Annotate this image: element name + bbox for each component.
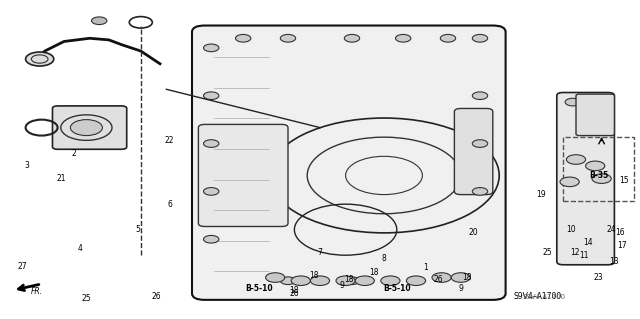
Text: 25: 25 xyxy=(81,294,92,303)
Text: 27: 27 xyxy=(17,262,28,271)
Text: 21: 21 xyxy=(56,174,65,183)
FancyBboxPatch shape xyxy=(192,26,506,300)
Circle shape xyxy=(472,92,488,100)
FancyBboxPatch shape xyxy=(454,108,493,195)
Circle shape xyxy=(592,174,611,183)
Bar xyxy=(563,137,634,201)
Circle shape xyxy=(204,188,219,195)
Text: S9V4-A1700: S9V4-A1700 xyxy=(522,294,566,300)
Circle shape xyxy=(204,235,219,243)
Circle shape xyxy=(355,276,374,286)
Text: FR.: FR. xyxy=(31,287,42,296)
Text: 11: 11 xyxy=(579,251,588,260)
Circle shape xyxy=(440,34,456,42)
Circle shape xyxy=(92,17,107,25)
Circle shape xyxy=(236,34,251,42)
Text: 10: 10 xyxy=(566,225,576,234)
Circle shape xyxy=(291,276,310,286)
Circle shape xyxy=(280,277,296,285)
Circle shape xyxy=(566,155,586,164)
Text: 5: 5 xyxy=(135,225,140,234)
Circle shape xyxy=(472,34,488,42)
FancyBboxPatch shape xyxy=(52,106,127,149)
Text: 26: 26 xyxy=(289,289,300,298)
Text: 19: 19 xyxy=(536,190,546,199)
FancyBboxPatch shape xyxy=(198,124,288,226)
Circle shape xyxy=(344,34,360,42)
Circle shape xyxy=(472,140,488,147)
Circle shape xyxy=(280,34,296,42)
Text: 7: 7 xyxy=(317,248,323,256)
Text: 26: 26 xyxy=(433,275,444,284)
Text: 25: 25 xyxy=(542,248,552,256)
Circle shape xyxy=(310,276,330,286)
Text: 18: 18 xyxy=(370,268,379,277)
Circle shape xyxy=(406,276,426,286)
Text: 3: 3 xyxy=(24,161,29,170)
Text: B-5-10: B-5-10 xyxy=(245,284,273,293)
Text: 6: 6 xyxy=(167,200,172,209)
Text: 18: 18 xyxy=(344,275,353,284)
Text: 4: 4 xyxy=(77,244,83,253)
Circle shape xyxy=(560,177,579,187)
Text: B-35: B-35 xyxy=(589,171,608,180)
Circle shape xyxy=(586,161,605,171)
Circle shape xyxy=(344,277,360,285)
Text: 9: 9 xyxy=(458,284,463,293)
Text: 8: 8 xyxy=(381,254,387,263)
Circle shape xyxy=(336,276,355,286)
Text: 22: 22 xyxy=(165,136,174,145)
Circle shape xyxy=(204,92,219,100)
Circle shape xyxy=(381,276,400,286)
Text: 2: 2 xyxy=(71,149,76,158)
Circle shape xyxy=(451,273,470,282)
Text: 18: 18 xyxy=(309,271,318,280)
Text: 13: 13 xyxy=(609,257,620,266)
FancyBboxPatch shape xyxy=(557,93,614,265)
Circle shape xyxy=(204,44,219,52)
Text: 24: 24 xyxy=(606,225,616,234)
Text: 14: 14 xyxy=(582,238,593,247)
Circle shape xyxy=(408,277,424,285)
Circle shape xyxy=(204,140,219,147)
FancyBboxPatch shape xyxy=(576,94,614,136)
Text: 15: 15 xyxy=(619,176,629,185)
Text: 18: 18 xyxy=(290,286,299,295)
Text: 26: 26 xyxy=(152,292,162,301)
Text: 18: 18 xyxy=(463,273,472,282)
Text: 16: 16 xyxy=(614,228,625,237)
Text: 1: 1 xyxy=(423,263,428,272)
Text: 23: 23 xyxy=(593,273,604,282)
Text: B-5-10: B-5-10 xyxy=(383,284,411,293)
Text: 17: 17 xyxy=(617,241,627,250)
Circle shape xyxy=(266,273,285,282)
Circle shape xyxy=(565,98,580,106)
Circle shape xyxy=(432,273,451,282)
Text: 12: 12 xyxy=(570,248,579,256)
Text: 20: 20 xyxy=(468,228,479,237)
Circle shape xyxy=(26,52,54,66)
Circle shape xyxy=(70,120,102,136)
Circle shape xyxy=(472,188,488,195)
Text: S9V4–A1700: S9V4–A1700 xyxy=(513,292,562,301)
Circle shape xyxy=(396,34,411,42)
Text: 9: 9 xyxy=(340,281,345,290)
